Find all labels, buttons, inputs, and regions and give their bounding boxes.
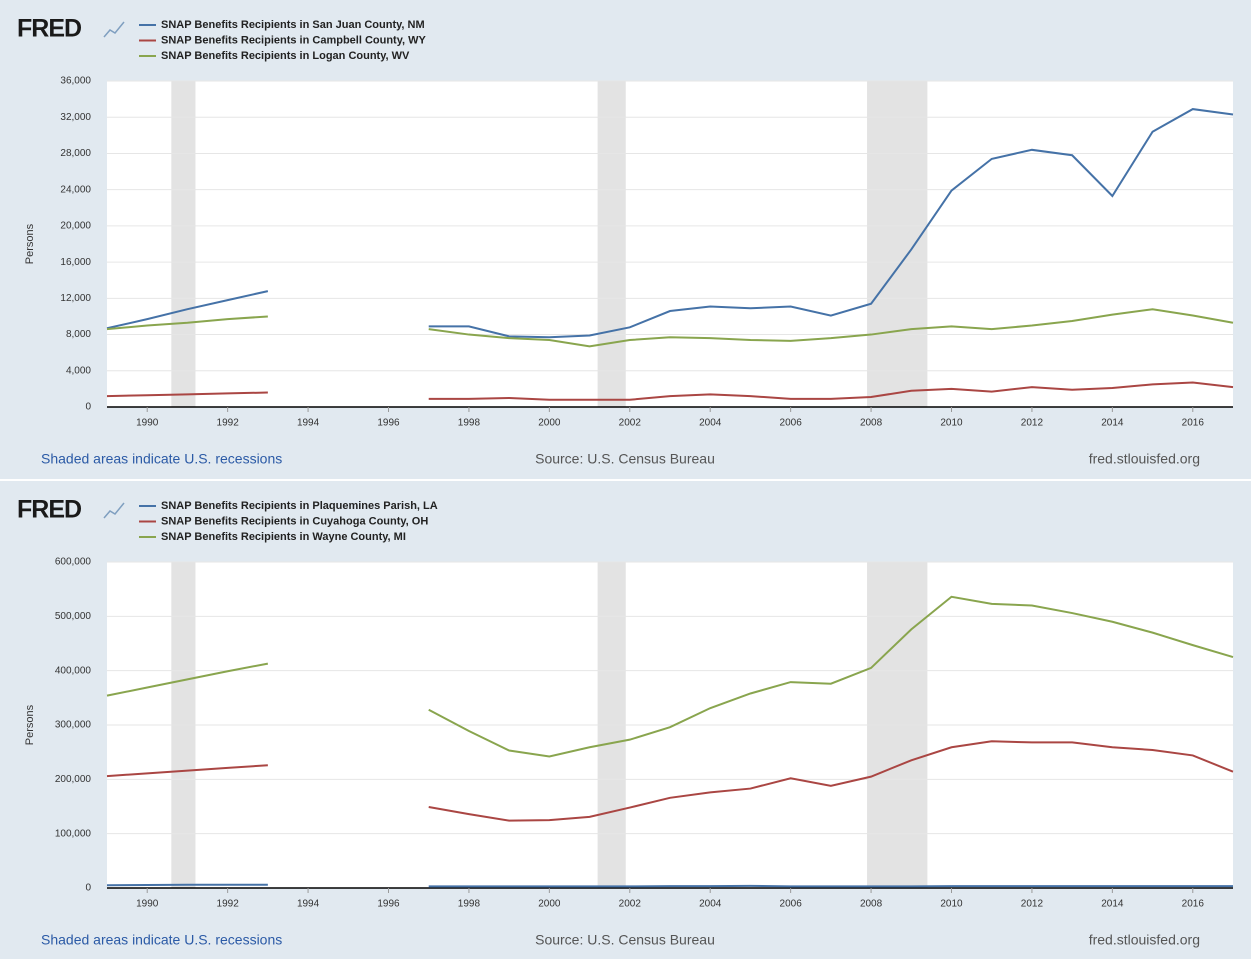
logo: FRED <box>17 496 81 524</box>
source: Source: U.S. Census Bureau <box>535 932 715 948</box>
y-tick-label: 8,000 <box>66 329 91 340</box>
legend-label: SNAP Benefits Recipients in Cuyahoga Cou… <box>161 515 428 527</box>
y-tick-label: 500,000 <box>55 611 92 622</box>
series-line <box>106 595 1234 758</box>
x-tick-label: 2016 <box>1182 418 1205 429</box>
x-tick-label: 2006 <box>780 899 803 910</box>
legend-label: SNAP Benefits Recipients in Plaquemines … <box>161 500 438 512</box>
x-tick-label: 2010 <box>940 899 963 910</box>
x-tick-label: 2016 <box>1182 899 1205 910</box>
chart: FRED Persons 0 100,000 200,000 300,000 400,000… <box>0 481 1251 959</box>
series-line <box>106 308 1234 348</box>
site: fred.stlouisfed.org <box>1089 451 1200 467</box>
y-tick-label: 32,000 <box>60 112 91 123</box>
x-tick-label: 2012 <box>1021 899 1044 910</box>
y-tick-label: 4,000 <box>66 365 91 376</box>
logo-icon <box>103 502 125 519</box>
logo-icon <box>103 21 125 38</box>
x-tick-label: 2012 <box>1021 418 1044 429</box>
x-tick-label: 1990 <box>136 899 159 910</box>
legend-label: SNAP Benefits Recipients in San Juan Cou… <box>161 19 425 31</box>
site: fred.stlouisfed.org <box>1089 932 1200 948</box>
x-tick-label: 2008 <box>860 418 883 429</box>
y-tick-label: 36,000 <box>60 76 91 87</box>
y-tick-label: 200,000 <box>55 774 92 785</box>
series-line <box>106 108 1234 339</box>
x-tick-label: 1996 <box>377 418 400 429</box>
source: Source: U.S. Census Bureau <box>535 451 715 467</box>
y-axis-label: Persons <box>24 704 36 745</box>
x-tick-label: 1994 <box>297 418 320 429</box>
legend-label: SNAP Benefits Recipients in Wayne County… <box>161 531 406 543</box>
recession-band <box>171 81 196 407</box>
x-tick-label: 1990 <box>136 418 159 429</box>
recession-band <box>597 81 626 407</box>
legend-label: SNAP Benefits Recipients in Campbell Cou… <box>161 34 427 46</box>
x-tick-label: 2002 <box>619 899 642 910</box>
y-tick-label: 24,000 <box>60 184 91 195</box>
x-tick-label: 2000 <box>538 899 561 910</box>
y-tick-label: 28,000 <box>60 148 91 159</box>
x-tick-label: 2014 <box>1101 899 1124 910</box>
x-tick-label: 1994 <box>297 899 320 910</box>
x-tick-label: 2014 <box>1101 418 1124 429</box>
x-tick-label: 2006 <box>780 418 803 429</box>
x-tick-label: 1992 <box>217 418 240 429</box>
recession-note: Shaded areas indicate U.S. recessions <box>41 932 282 948</box>
y-tick-label: 600,000 <box>55 557 92 568</box>
x-tick-label: 2004 <box>699 418 722 429</box>
x-tick-label: 1992 <box>217 899 240 910</box>
plot-area <box>107 81 1233 407</box>
x-tick-label: 2002 <box>619 418 642 429</box>
y-tick-label: 0 <box>85 402 91 413</box>
y-axis-label: Persons <box>24 223 36 264</box>
recession-band <box>867 81 928 407</box>
recession-note: Shaded areas indicate U.S. recessions <box>41 451 282 467</box>
series-line <box>106 883 1233 888</box>
y-tick-label: 300,000 <box>55 720 92 731</box>
y-tick-label: 12,000 <box>60 293 91 304</box>
legend-label: SNAP Benefits Recipients in Logan County… <box>161 50 410 62</box>
x-tick-label: 1996 <box>377 899 400 910</box>
y-tick-label: 0 <box>85 883 91 894</box>
y-tick-label: 100,000 <box>55 828 92 839</box>
y-tick-label: 20,000 <box>60 221 91 232</box>
x-tick-label: 2008 <box>860 899 883 910</box>
y-tick-label: 400,000 <box>55 665 92 676</box>
logo: FRED <box>17 15 81 43</box>
series-line <box>106 381 1234 401</box>
x-tick-label: 2010 <box>940 418 963 429</box>
x-tick-label: 2000 <box>538 418 561 429</box>
chart: FRED Persons 0 4,000 8,000 12,000 16,000 20,000… <box>0 0 1251 479</box>
x-tick-label: 1998 <box>458 899 481 910</box>
y-tick-label: 16,000 <box>60 257 91 268</box>
x-tick-label: 1998 <box>458 418 481 429</box>
series-line <box>106 740 1234 822</box>
x-tick-label: 2004 <box>699 899 722 910</box>
